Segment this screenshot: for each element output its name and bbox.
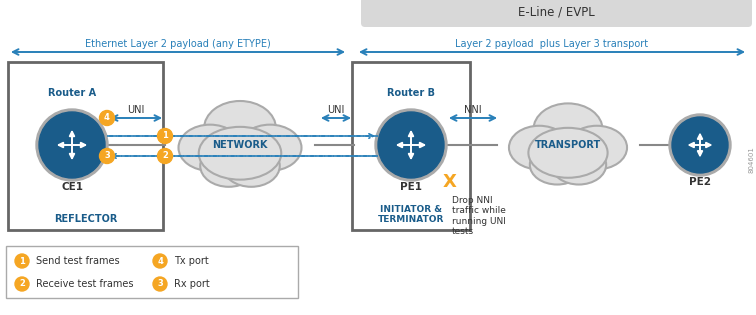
Ellipse shape (204, 101, 276, 156)
Text: Layer 2 payload  plus Layer 3 transport: Layer 2 payload plus Layer 3 transport (455, 39, 649, 49)
Text: PE1: PE1 (400, 182, 422, 192)
Circle shape (157, 129, 172, 144)
Circle shape (157, 148, 172, 163)
Text: 2: 2 (162, 152, 168, 161)
Circle shape (672, 117, 728, 173)
Text: 4: 4 (157, 256, 163, 266)
Text: NNI: NNI (464, 105, 482, 115)
FancyBboxPatch shape (352, 62, 470, 230)
Text: 2: 2 (19, 279, 25, 289)
Text: Router A: Router A (48, 88, 96, 98)
Circle shape (375, 109, 447, 181)
Ellipse shape (534, 103, 603, 155)
Circle shape (100, 148, 114, 163)
Ellipse shape (223, 145, 280, 187)
Text: X: X (443, 173, 457, 191)
Text: UNI: UNI (327, 105, 345, 115)
Text: Router B: Router B (387, 88, 435, 98)
Circle shape (378, 112, 444, 178)
FancyBboxPatch shape (8, 62, 163, 230)
Ellipse shape (178, 125, 241, 171)
Text: 1: 1 (162, 131, 168, 140)
Ellipse shape (551, 145, 606, 185)
Text: Drop NNI
traffic while
running UNI
tests: Drop NNI traffic while running UNI tests (452, 196, 506, 236)
Text: CE1: CE1 (61, 182, 83, 192)
Text: REFLECTOR: REFLECTOR (54, 214, 117, 224)
Text: 1: 1 (19, 256, 25, 266)
Text: INITIATOR &
TERMINATOR: INITIATOR & TERMINATOR (378, 205, 445, 224)
Circle shape (153, 254, 167, 268)
Text: Send test frames: Send test frames (36, 256, 119, 266)
Text: 3: 3 (157, 279, 163, 289)
Circle shape (36, 109, 108, 181)
FancyBboxPatch shape (361, 0, 752, 27)
FancyBboxPatch shape (6, 246, 298, 298)
Text: Ethernet Layer 2 payload (any ETYPE): Ethernet Layer 2 payload (any ETYPE) (85, 39, 271, 49)
Text: 3: 3 (104, 152, 110, 161)
Ellipse shape (200, 145, 257, 187)
Text: Rx port: Rx port (174, 279, 209, 289)
Ellipse shape (566, 126, 627, 169)
Circle shape (39, 112, 105, 178)
Text: PE2: PE2 (689, 177, 711, 187)
Ellipse shape (528, 128, 608, 178)
Circle shape (15, 254, 29, 268)
Circle shape (153, 277, 167, 291)
Text: NETWORK: NETWORK (212, 140, 268, 150)
Circle shape (669, 114, 731, 176)
Text: E-Line / EVPL: E-Line / EVPL (518, 5, 595, 19)
Circle shape (100, 111, 114, 125)
Ellipse shape (199, 127, 281, 180)
Text: Receive test frames: Receive test frames (36, 279, 134, 289)
Ellipse shape (509, 126, 569, 169)
Text: 4: 4 (104, 113, 110, 123)
Text: UNI: UNI (127, 105, 144, 115)
Text: TRANSPORT: TRANSPORT (535, 140, 601, 150)
Text: 804601: 804601 (748, 146, 754, 174)
Text: Tx port: Tx port (174, 256, 209, 266)
Ellipse shape (238, 125, 302, 171)
Ellipse shape (530, 145, 584, 185)
Circle shape (15, 277, 29, 291)
